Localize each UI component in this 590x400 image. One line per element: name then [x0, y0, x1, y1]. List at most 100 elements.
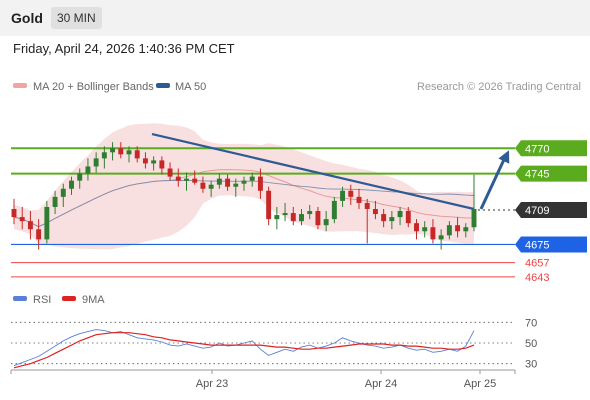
candle-body	[438, 235, 444, 240]
candle-body	[69, 180, 74, 189]
candle-body	[471, 209, 477, 228]
level-label-4643: 4643	[525, 272, 549, 284]
forecast-arrow-shaft	[479, 154, 508, 210]
candle	[216, 173, 222, 189]
candle	[372, 200, 378, 220]
candle-body	[44, 206, 50, 240]
candle-body	[372, 209, 378, 215]
candle-body	[257, 176, 263, 191]
candle-body	[60, 188, 66, 197]
level-tag-text: 4675	[525, 239, 549, 251]
instrument-name: Gold	[11, 10, 43, 26]
time-axis: Apr 23 Apr 24 Apr 25	[10, 369, 516, 390]
candle-body	[463, 227, 469, 232]
ma9-legend-label: 9MA	[82, 294, 105, 306]
candle-body	[52, 196, 58, 207]
rsi-tick-50: 50	[525, 338, 537, 350]
candle	[274, 206, 280, 230]
candle-body	[414, 223, 419, 232]
candle-body	[249, 176, 255, 181]
candle-body	[184, 178, 189, 181]
level-tag-4745: 4745	[515, 165, 587, 182]
candle	[290, 206, 296, 226]
candle-body	[225, 178, 231, 187]
candle	[175, 168, 181, 187]
level-tag-bg	[515, 202, 587, 219]
candle	[389, 211, 395, 230]
candle	[69, 176, 74, 195]
level-tag-bg	[515, 140, 587, 157]
candle-body	[19, 217, 25, 222]
candle	[282, 202, 288, 222]
candle	[110, 142, 116, 161]
level-tag-text: 4745	[525, 169, 549, 181]
candle	[101, 146, 107, 169]
candle	[126, 146, 132, 163]
candle	[331, 196, 337, 224]
bb-legend-label: MA 20 + Bollinger Bands	[33, 81, 154, 93]
candle-body	[208, 184, 214, 189]
candle	[118, 142, 124, 159]
level-tag-bg	[515, 236, 587, 253]
candle	[257, 168, 263, 199]
level-tag-bg	[515, 165, 587, 182]
candle	[340, 186, 346, 207]
candle	[381, 209, 387, 228]
candle	[266, 186, 272, 226]
candle	[405, 206, 411, 228]
candle	[85, 158, 91, 181]
candle-body	[307, 211, 313, 215]
candle-body	[200, 182, 206, 189]
candle	[200, 176, 206, 193]
candle-body	[233, 183, 239, 187]
candle	[422, 221, 428, 238]
candle-body	[348, 190, 354, 197]
candle-body	[110, 148, 116, 153]
rsi-tick-70: 70	[525, 317, 537, 329]
candle-body	[101, 152, 107, 159]
candle-body	[27, 221, 33, 230]
level-label-4657: 4657	[525, 258, 549, 270]
candle	[44, 200, 50, 244]
candle-body	[241, 180, 247, 184]
timeframe-badge[interactable]: 30 MIN	[51, 7, 102, 29]
candle	[471, 174, 477, 232]
candle	[151, 156, 157, 171]
candle-body	[446, 225, 452, 236]
candle	[93, 152, 99, 173]
candle-body	[126, 150, 132, 155]
level-tag-text: 4709	[525, 205, 549, 217]
candle	[36, 219, 42, 250]
candle-body	[175, 176, 181, 181]
candle-body	[167, 168, 173, 177]
candle-body	[340, 190, 346, 201]
candle	[60, 183, 66, 207]
candle-body	[134, 150, 140, 159]
candle	[19, 206, 25, 230]
candle-body	[397, 211, 403, 218]
candle-body	[356, 196, 362, 203]
candle	[159, 156, 165, 175]
candle	[192, 170, 198, 185]
candle-body	[11, 209, 17, 218]
candle	[27, 211, 33, 240]
candle-body	[405, 211, 411, 224]
bb-legend-swatch	[13, 83, 27, 88]
candle-body	[455, 225, 461, 232]
candle	[315, 206, 321, 230]
candle	[455, 217, 461, 238]
time-tick-label: Apr 24	[365, 378, 397, 390]
candle-body	[422, 227, 428, 232]
level-tag-4709: 4709	[515, 202, 587, 219]
price-panel: 4770 4745 4709 4675 4657 4643	[11, 123, 587, 284]
candle-body	[151, 160, 157, 164]
candle	[142, 152, 148, 169]
ma9-legend-swatch	[62, 296, 76, 301]
candle-body	[430, 227, 436, 240]
level-tag-4675: 4675	[515, 236, 587, 253]
candle	[463, 223, 469, 238]
candle	[233, 178, 239, 197]
candle	[356, 188, 362, 209]
candle-body	[118, 148, 124, 155]
